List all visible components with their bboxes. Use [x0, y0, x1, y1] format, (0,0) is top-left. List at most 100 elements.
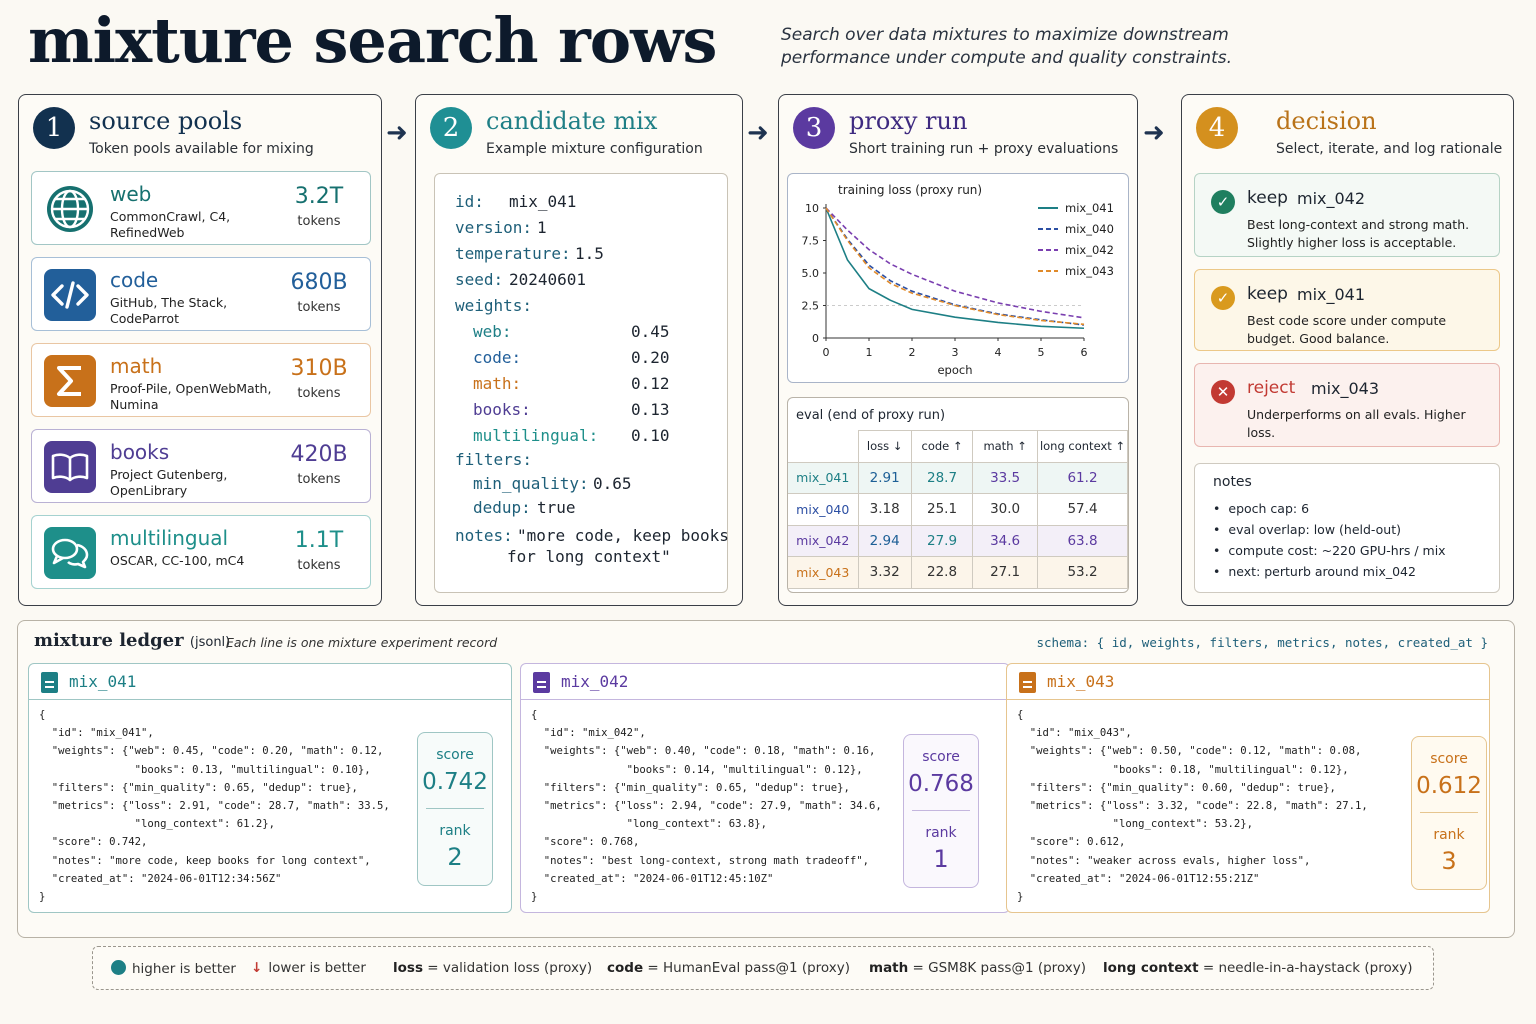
record-header: mix_041: [29, 664, 511, 700]
legend-math: math = GSM8K pass@1 (proxy): [869, 960, 1086, 976]
legend-label-mix_042: mix_042: [1065, 243, 1114, 257]
y-tick-label: 7.5: [802, 235, 820, 248]
notes-item: compute cost: ~220 GPU-hrs / mix: [1213, 540, 1445, 561]
decision-rationale: Best long-context and strong math. Sligh…: [1247, 217, 1470, 250]
decision-panel: 4 decision Select, iterate, and log rati…: [1181, 94, 1514, 606]
legend-code: code = HumanEval pass@1 (proxy): [607, 960, 850, 976]
candidate-config: id: mix_041 version: 1 temperature: 1.5 …: [434, 173, 729, 593]
eval-row-name: mix_043: [788, 556, 859, 589]
legend-key: loss: [393, 960, 423, 976]
x-icon: ✕: [1211, 380, 1235, 404]
eval-cell: 63.8: [1037, 524, 1128, 557]
rank-value: 2: [447, 843, 463, 871]
legend-bar: higher is better ↓ lower is better loss =…: [92, 946, 1434, 990]
pool-name: multilingual: [110, 526, 229, 550]
y-tick-label: 2.5: [802, 300, 820, 313]
legend-key: long context: [1103, 960, 1199, 976]
book-icon: [44, 441, 96, 493]
notes-item: next: perturb around mix_042: [1213, 561, 1446, 582]
config-value: 20240601: [509, 270, 587, 289]
score-divider: [912, 810, 970, 811]
pool-card-code: code GitHub, The Stack, CodeParrot 680B tok…: [31, 257, 371, 331]
ledger-record-mix_041: mix_041 { "id": "mix_041", "weights": {"w…: [28, 663, 512, 913]
decision-card-mix_042: ✓ keep mix_042 Best long-context and strong…: [1194, 173, 1500, 257]
step-1-title: source pools: [89, 107, 243, 135]
rank-value: 1: [933, 845, 949, 873]
eval-cell: 2.91: [857, 461, 912, 494]
series-line-mix_041: [825, 207, 1085, 330]
check-icon: ✓: [1211, 190, 1235, 214]
pool-card-books: books Project Gutenberg, OpenLibrary 420B t…: [31, 429, 371, 503]
page-subtitle: Search over data mixtures to maximize do…: [781, 25, 1232, 68]
legend-lower-text: lower is better: [268, 960, 366, 976]
legend-def: = validation loss (proxy): [427, 960, 593, 976]
pool-token-unit: tokens: [297, 472, 341, 487]
decision-rationale: Best code score under compute budget. Go…: [1247, 313, 1447, 346]
weight-key-web: web:: [473, 322, 512, 341]
pool-token-unit: tokens: [297, 214, 341, 229]
rank-label: rank: [1433, 827, 1465, 843]
pool-token-count: 420B: [290, 442, 348, 467]
legend-def: = needle-in-a-haystack (proxy): [1202, 960, 1413, 976]
pool-name: math: [110, 354, 163, 378]
record-id: mix_042: [561, 672, 629, 691]
weight-value-multilingual: 0.10: [631, 426, 670, 445]
rank-value: 3: [1441, 847, 1457, 875]
step-3-subtitle: Short training run + proxy evaluations: [849, 141, 1119, 157]
score-label: score: [922, 749, 960, 765]
weight-value-books: 0.13: [631, 400, 670, 419]
pool-sources: GitHub, The Stack, CodeParrot: [110, 295, 228, 326]
decision-status: keep: [1247, 188, 1288, 208]
source-pools-panel: 1 source pools Token pools available for…: [18, 94, 382, 606]
decision-mix: mix_043: [1311, 379, 1380, 398]
file-icon: [41, 672, 58, 693]
pool-token-count: 310B: [290, 356, 348, 381]
score-value: 0.768: [908, 771, 974, 797]
score-value: 0.742: [422, 769, 488, 795]
candidate-mix-panel: 2 candidate mix Example mixture configur…: [415, 94, 743, 606]
globe-icon: [44, 183, 96, 235]
eval-header-cell: math ↑: [972, 430, 1038, 463]
record-header: mix_043: [1007, 664, 1489, 700]
score-label: score: [1430, 751, 1468, 767]
eval-cell: 53.2: [1037, 556, 1128, 589]
eval-table: loss ↓ code ↑ math ↑ long context ↑ mix_041 2…: [788, 430, 1128, 589]
legend-label-mix_043: mix_043: [1065, 264, 1114, 278]
eval-row-name: mix_040: [788, 493, 859, 526]
step-4-badge: 4: [1196, 107, 1238, 149]
pool-card-math: math Proof-Pile, OpenWebMath, Numina 310B t…: [31, 343, 371, 417]
pool-card-multilingual: multilingual OSCAR, CC-100, mC4 1.1T tokens: [31, 515, 371, 589]
eval-row-name: mix_042: [788, 524, 859, 557]
eval-cell: 2.94: [857, 524, 912, 557]
config-key: weights:: [455, 296, 533, 315]
notes-title: notes: [1213, 474, 1252, 490]
weight-key-code: code:: [473, 348, 522, 367]
legend-key: code: [607, 960, 644, 976]
ledger-schema: schema: { id, weights, filters, metrics,…: [1036, 635, 1488, 650]
ledger-title-text: mixture ledger: [34, 630, 184, 651]
record-id: mix_043: [1047, 672, 1115, 691]
x-tick-label: 3: [952, 346, 959, 359]
proxy-run-panel: 3 proxy run Short training run + proxy e…: [778, 94, 1138, 606]
step-1-badge: 1: [33, 107, 75, 149]
decision-card-mix_043: ✕ reject mix_043 Underperforms on all evals…: [1194, 363, 1500, 447]
weight-key-math: math:: [473, 374, 522, 393]
pool-token-count: 680B: [290, 270, 348, 295]
pool-token-unit: tokens: [297, 558, 341, 573]
score-box: score 0.742 rank 2: [417, 732, 493, 886]
notes-item: epoch cap: 6: [1213, 498, 1446, 519]
config-value: 0.65: [593, 474, 632, 493]
check-icon: ✓: [1211, 286, 1235, 310]
score-divider: [426, 808, 484, 809]
config-value: true: [537, 498, 576, 517]
config-value: "more code, keep books: [517, 526, 729, 545]
notes-list: epoch cap: 6eval overlap: low (held-out)…: [1213, 498, 1446, 582]
legend-lower: ↓ lower is better: [251, 960, 366, 976]
ledger-subtitle: Each line is one mixture experiment reco…: [226, 635, 498, 650]
y-tick-label: 5.0: [802, 267, 820, 280]
record-header: mix_042: [521, 664, 1009, 700]
file-icon: [1019, 672, 1036, 693]
eval-cell: 27.9: [910, 524, 974, 557]
record-json: { "id": "mix_042", "weights": {"web": 0.…: [531, 709, 882, 904]
eval-cell: 28.7: [910, 461, 974, 494]
